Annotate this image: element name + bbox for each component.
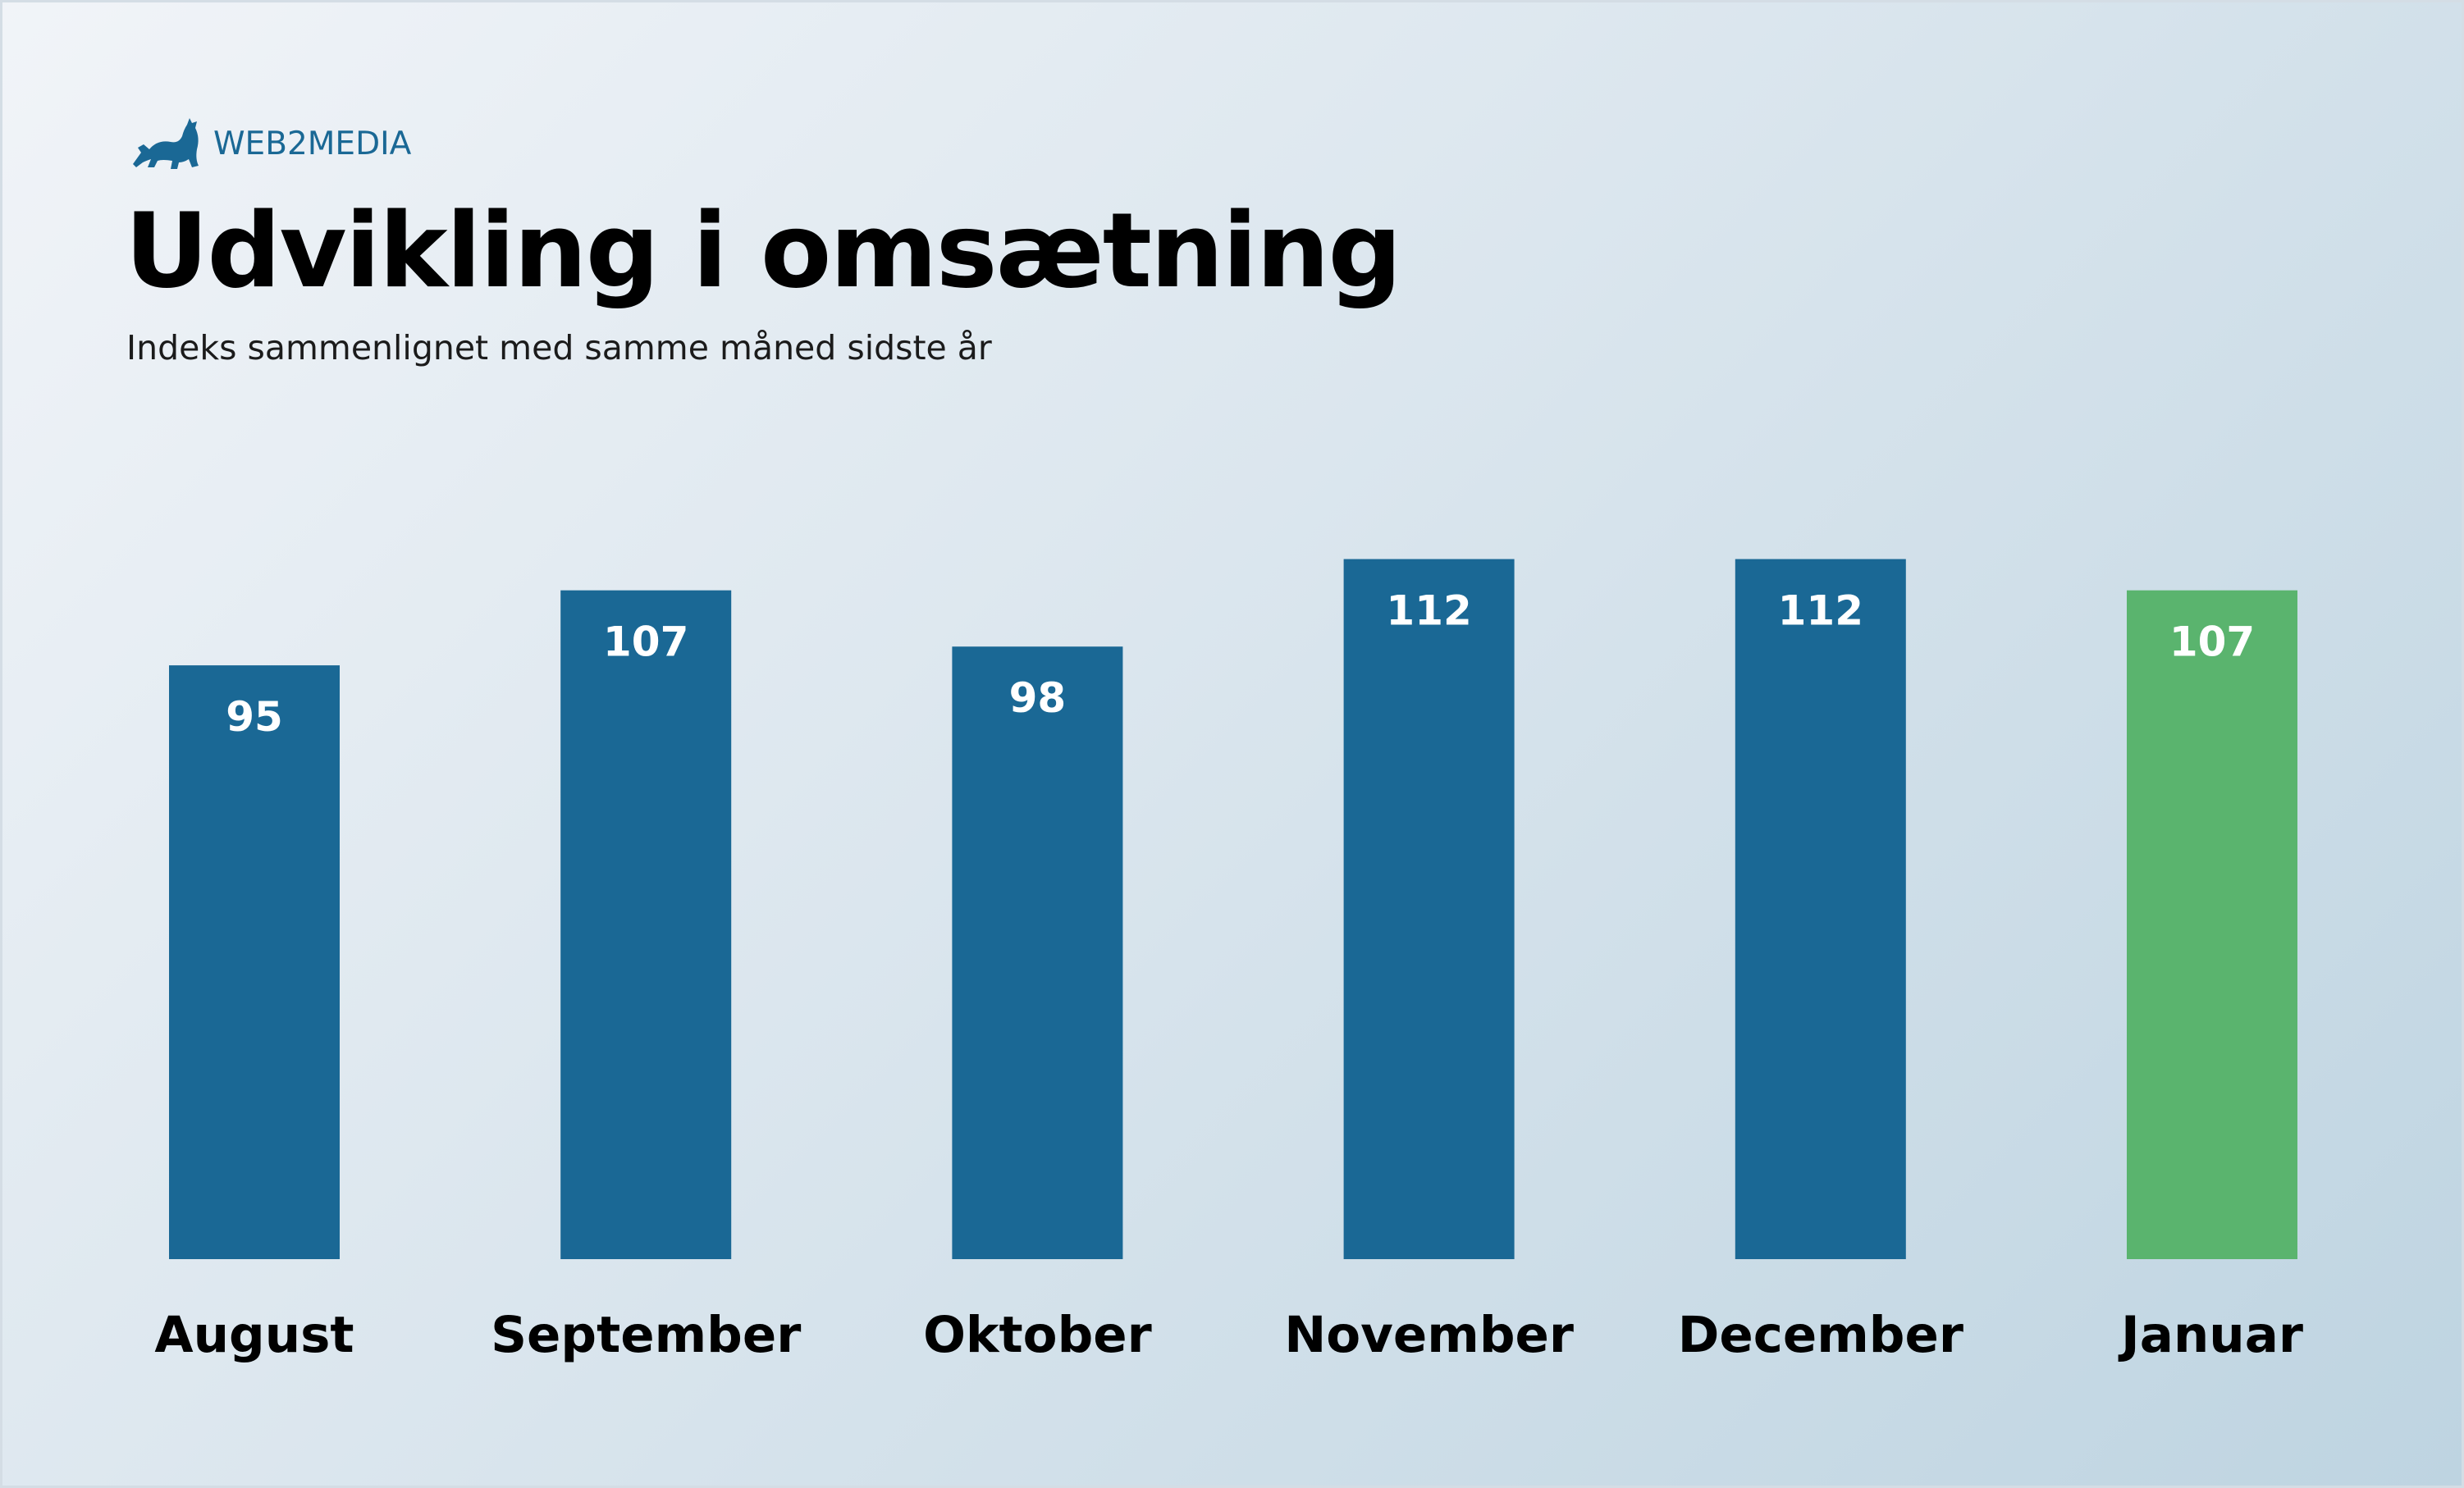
bar-august — [169, 665, 340, 1259]
bar-value-label: 95 — [226, 693, 283, 741]
category-label: August — [154, 1306, 354, 1364]
bar-value-label: 112 — [1778, 587, 1863, 635]
bar-value-label: 98 — [1009, 674, 1067, 722]
category-label: Oktober — [923, 1306, 1152, 1364]
brand-name: WEB2MEDIA — [213, 125, 412, 162]
category-label: Januar — [2118, 1306, 2303, 1364]
bar-november — [1343, 559, 1515, 1259]
chart-title: Udvikling i omsætning — [125, 190, 1402, 311]
cat-stretching-icon — [133, 118, 199, 169]
bar-value-label: 112 — [1386, 587, 1471, 635]
bar-september — [560, 590, 732, 1259]
chart-subtitle: Indeks sammenlignet med samme måned sids… — [126, 328, 992, 367]
category-label: September — [491, 1306, 801, 1364]
category-label: December — [1678, 1306, 1963, 1364]
bar-value-label: 107 — [603, 618, 688, 666]
bar-januar — [2127, 590, 2297, 1259]
bar-december — [1735, 559, 1906, 1259]
brand-logo: WEB2MEDIA — [130, 115, 411, 172]
bar-value-label: 107 — [2169, 618, 2255, 666]
bar-oktober — [952, 646, 1123, 1259]
category-label: November — [1284, 1306, 1574, 1364]
